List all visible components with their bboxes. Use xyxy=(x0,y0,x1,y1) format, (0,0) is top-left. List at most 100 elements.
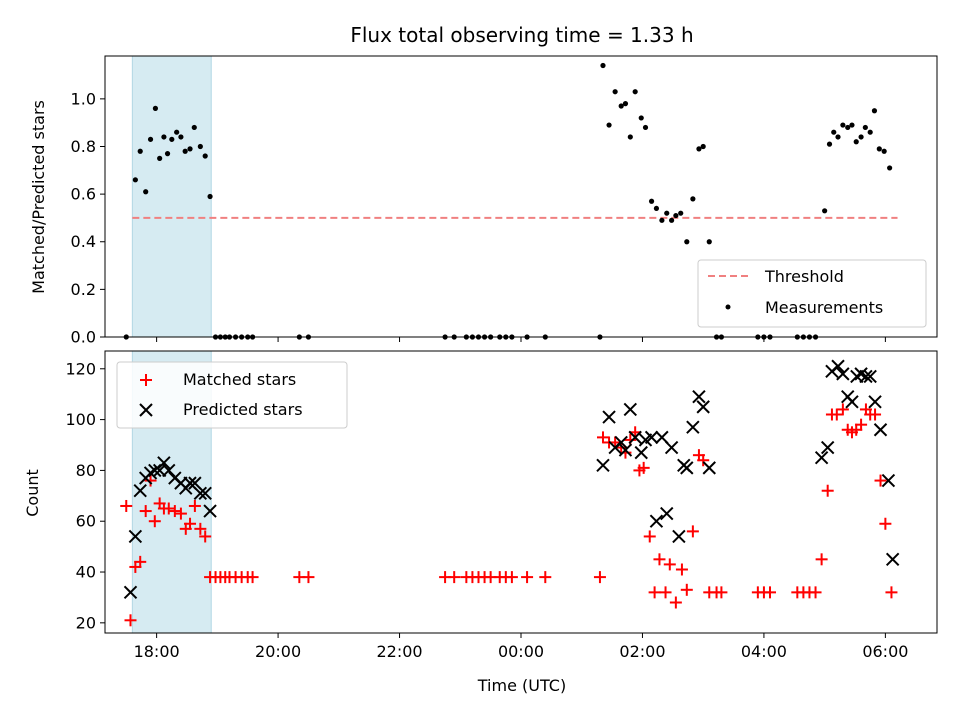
measurement-point-61 xyxy=(706,239,712,245)
measurement-point-58 xyxy=(690,196,696,202)
predicted-point-b-8 xyxy=(162,463,176,478)
predicted-point-37 xyxy=(702,461,716,475)
bottom-x-ticks: 18:00 20:00 22:00 00:00 02:00 04:00 06:00 xyxy=(134,633,908,661)
measurement-point-55 xyxy=(673,212,679,219)
matched-point-37 xyxy=(505,571,518,584)
matched-point-29 xyxy=(448,571,461,584)
measurement-point-75 xyxy=(840,122,846,128)
measurement-point-5 xyxy=(152,105,159,111)
legend-measurements-swatch xyxy=(725,304,731,310)
matched-point-13 xyxy=(184,517,197,530)
predicted-point-b-46 xyxy=(854,367,868,381)
predicted-point-20 xyxy=(614,435,628,450)
matched-point-3 xyxy=(134,555,147,568)
top-x-ticks xyxy=(156,337,886,342)
measurement-point-13 xyxy=(187,146,193,152)
legend-predicted-label: Predicted stars xyxy=(183,400,303,419)
predicted-point-8 xyxy=(162,463,176,478)
matched-point-14 xyxy=(188,499,201,512)
matched-point-39 xyxy=(539,571,552,584)
predicted-point-b-23 xyxy=(628,430,642,445)
predicted-point-1 xyxy=(128,529,143,544)
measurement-point-81 xyxy=(867,129,873,135)
measurement-point-6 xyxy=(157,155,163,161)
predicted-point-b-13 xyxy=(188,476,202,490)
measurement-point-51 xyxy=(653,205,660,212)
matched-point-49 xyxy=(637,461,650,474)
predicted-point-b-37 xyxy=(702,461,716,475)
bottom-panel-marks xyxy=(120,359,900,627)
measurement-point-8 xyxy=(164,151,171,157)
matched-point-83 xyxy=(874,474,887,487)
predicted-point-b-12 xyxy=(183,476,197,490)
predicted-point-26 xyxy=(644,430,659,445)
predicted-point-33 xyxy=(680,461,694,475)
bottom-xtick-label-0: 18:00 xyxy=(134,642,180,661)
measurement-point-15 xyxy=(197,143,203,150)
matched-point-27 xyxy=(302,571,315,584)
measurement-point-48 xyxy=(638,115,644,121)
measurement-point-7 xyxy=(161,134,167,140)
matched-point-11 xyxy=(174,507,187,520)
predicted-point-29 xyxy=(660,506,674,521)
predicted-point-b-29 xyxy=(660,506,674,521)
predicted-point-21 xyxy=(618,443,633,457)
bottom-panel: 20 40 60 80 100 120 18:00 20:00 22:00 00:00 02:00… xyxy=(23,350,938,695)
top-panel: 0.0 0.2 0.4 0.6 0.8 1.0 Matched/Predicted sta… xyxy=(29,55,938,347)
predicted-point-42 xyxy=(836,367,850,381)
legend-threshold-label: Threshold xyxy=(764,267,844,286)
legend-top-box xyxy=(697,259,927,328)
predicted-point-30 xyxy=(664,440,679,455)
predicted-point-34 xyxy=(686,420,700,434)
bottom-ytick-label-0: 20 xyxy=(76,613,96,632)
predicted-point-44 xyxy=(845,395,859,409)
bottom-xtick-label-5: 04:00 xyxy=(741,642,787,661)
matched-point-40 xyxy=(593,571,606,584)
predicted-point-7 xyxy=(157,456,171,470)
matched-point-55 xyxy=(669,596,682,609)
measurement-point-46 xyxy=(627,134,633,140)
measurement-point-72 xyxy=(826,141,833,147)
matched-point-5 xyxy=(144,474,157,487)
measurement-point-57 xyxy=(684,239,690,245)
measurement-point-3 xyxy=(143,189,149,195)
predicted-point-14 xyxy=(193,486,208,500)
predicted-point-24 xyxy=(634,445,648,460)
predicted-point-b-14 xyxy=(193,486,208,500)
measurement-point-74 xyxy=(835,134,841,140)
matched-point-41 xyxy=(596,431,609,444)
predicted-point-35 xyxy=(692,390,706,404)
matched-point-51 xyxy=(648,586,661,599)
measurement-point-60 xyxy=(700,143,706,150)
bottom-xtick-label-1: 20:00 xyxy=(255,642,301,661)
matched-point-16 xyxy=(199,530,212,543)
predicted-point-b-39 xyxy=(820,440,835,455)
predicted-point-b-20 xyxy=(614,435,628,450)
top-ytick-label-3: 0.6 xyxy=(71,185,96,204)
measurement-point-11 xyxy=(178,134,184,140)
measurement-point-52 xyxy=(659,217,665,223)
matched-point-1 xyxy=(124,614,137,627)
measurement-point-59 xyxy=(696,146,702,152)
measurement-point-76 xyxy=(845,124,851,131)
bottom-ytick-label-2: 60 xyxy=(76,512,96,531)
measurement-point-2 xyxy=(137,148,143,154)
predicted-point-b-26 xyxy=(644,430,659,445)
measurement-point-16 xyxy=(202,153,208,159)
predicted-point-b-31 xyxy=(672,529,686,544)
measurement-point-41 xyxy=(600,62,606,69)
bottom-ytick-label-5: 120 xyxy=(65,359,96,378)
measurement-point-78 xyxy=(853,139,859,145)
measurement-point-85 xyxy=(887,165,893,171)
measurement-point-14 xyxy=(191,124,197,131)
top-ytick-label-4: 0.8 xyxy=(71,137,96,156)
predicted-point-15 xyxy=(198,486,212,500)
bottom-xtick-label-6: 06:00 xyxy=(862,642,908,661)
measurement-point-83 xyxy=(876,146,882,152)
measurement-point-17 xyxy=(207,193,213,200)
measurement-point-44 xyxy=(618,103,624,109)
predicted-point-b-2 xyxy=(133,484,147,498)
predicted-point-17 xyxy=(596,458,610,473)
predicted-point-b-1 xyxy=(128,529,143,544)
matched-point-9 xyxy=(162,502,175,515)
